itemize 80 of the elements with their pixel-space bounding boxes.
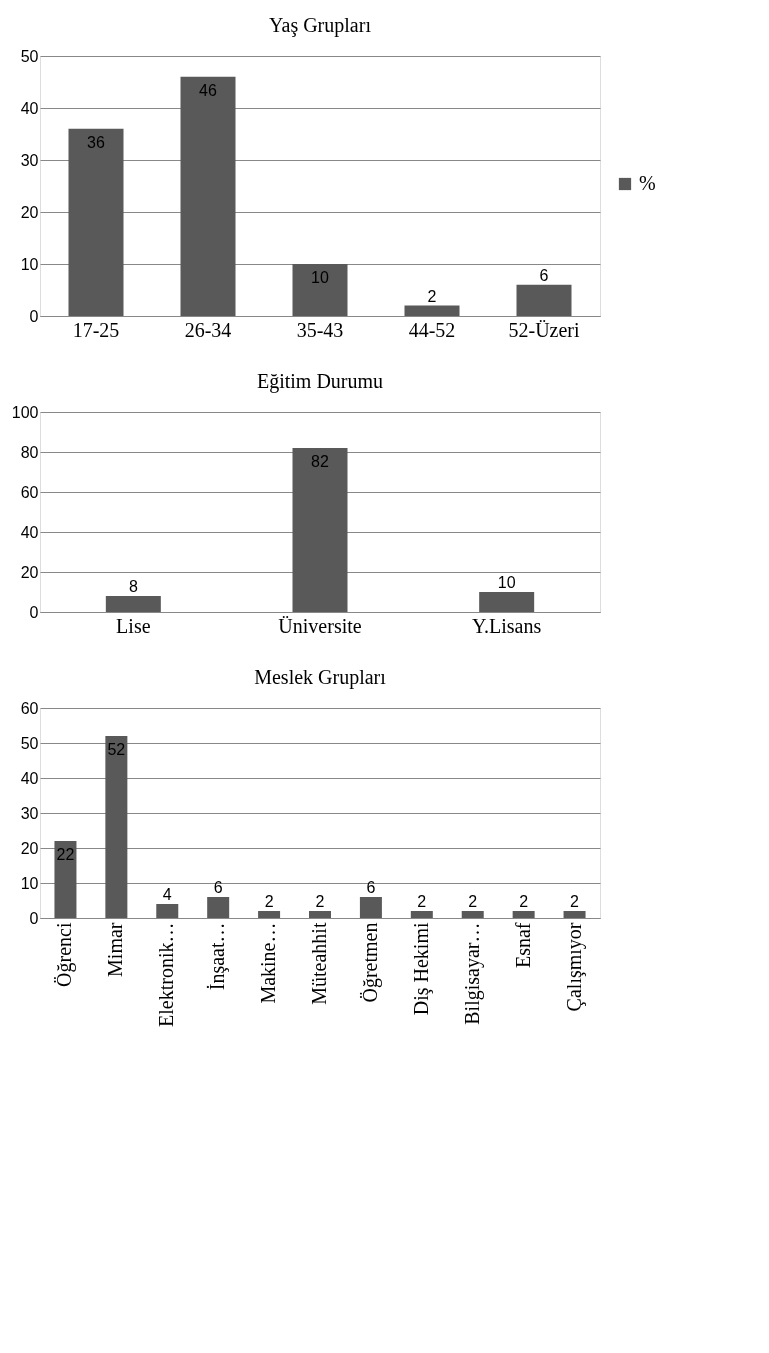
y-tick-label: 60 bbox=[20, 483, 39, 501]
y-tick-label: 80 bbox=[20, 443, 39, 461]
x-tick-label: Lise bbox=[116, 614, 151, 637]
y-tick-label: 40 bbox=[20, 99, 39, 117]
x-tick-label: Esnaf bbox=[511, 922, 534, 969]
bar bbox=[461, 911, 484, 918]
x-tick-label: Makine… bbox=[257, 922, 280, 1004]
y-tick-label: 0 bbox=[29, 603, 39, 621]
data-label: 2 bbox=[417, 893, 427, 910]
y-tick-label: 10 bbox=[20, 874, 39, 892]
y-tick-label: 50 bbox=[20, 47, 39, 65]
bar bbox=[105, 736, 128, 918]
data-label: 2 bbox=[264, 893, 274, 910]
x-tick-label: 44-52 bbox=[408, 318, 456, 341]
bar bbox=[258, 911, 281, 918]
x-tick-label: İnşaat… bbox=[206, 922, 230, 991]
data-label: 6 bbox=[366, 879, 376, 896]
data-label: 8 bbox=[128, 578, 138, 595]
y-tick-label: 20 bbox=[20, 563, 39, 581]
x-tick-label: Bilgisayar… bbox=[460, 922, 484, 1025]
x-tick-label: 17-25 bbox=[72, 318, 120, 341]
bar bbox=[292, 448, 348, 612]
y-tick-label: 40 bbox=[20, 523, 39, 541]
x-tick-label: Y.Lisans bbox=[472, 614, 542, 637]
data-label: 2 bbox=[570, 893, 580, 910]
x-tick-label: Mimar bbox=[104, 922, 127, 977]
data-label: 82 bbox=[311, 453, 329, 470]
y-tick-label: 100 bbox=[11, 403, 39, 421]
x-tick-label: Üniversite bbox=[278, 614, 362, 637]
data-label: 6 bbox=[213, 879, 223, 896]
data-label: 4 bbox=[162, 886, 172, 903]
bar bbox=[359, 897, 382, 918]
x-tick-label: Öğrenci bbox=[53, 922, 77, 987]
legend-label: % bbox=[639, 172, 656, 194]
bar bbox=[479, 592, 535, 612]
data-label: 2 bbox=[315, 893, 325, 910]
bar bbox=[207, 897, 230, 918]
bar bbox=[309, 911, 331, 918]
bar bbox=[516, 284, 572, 316]
x-tick-label: Çalışmıyor bbox=[562, 922, 586, 1012]
y-tick-label: 60 bbox=[20, 699, 39, 717]
data-label: 52 bbox=[107, 741, 126, 758]
bar bbox=[156, 904, 179, 918]
x-tick-label: 52-Üzeri bbox=[508, 318, 580, 341]
bar bbox=[105, 596, 161, 612]
bar bbox=[404, 305, 460, 316]
bar bbox=[410, 911, 433, 918]
data-label: 2 bbox=[468, 893, 478, 910]
x-tick-label: Diş Hekimi bbox=[409, 922, 433, 1016]
data-label: 2 bbox=[427, 287, 437, 305]
x-tick-label: Müteahhit bbox=[308, 922, 330, 1005]
y-tick-label: 10 bbox=[20, 255, 39, 273]
chart-title: Eğitim Durumu bbox=[256, 370, 384, 393]
bar bbox=[54, 841, 77, 918]
x-tick-label: 35-43 bbox=[296, 318, 344, 341]
y-tick-label: 0 bbox=[29, 909, 39, 927]
bar bbox=[180, 76, 236, 316]
y-tick-label: 20 bbox=[20, 839, 39, 857]
x-tick-label: Elektronik… bbox=[155, 922, 178, 1027]
y-tick-label: 50 bbox=[20, 734, 39, 752]
data-label: 6 bbox=[539, 266, 549, 284]
data-label: 10 bbox=[311, 269, 329, 286]
y-tick-label: 30 bbox=[20, 804, 39, 822]
chart-title: Yaş Grupları bbox=[269, 14, 372, 37]
chart-title: Meslek Grupları bbox=[254, 666, 387, 689]
y-tick-label: 30 bbox=[20, 151, 39, 169]
data-label: 22 bbox=[56, 846, 75, 863]
bar bbox=[68, 128, 124, 316]
bar bbox=[563, 911, 586, 918]
bar bbox=[512, 911, 535, 918]
y-tick-label: 20 bbox=[20, 203, 39, 221]
y-tick-label: 0 bbox=[29, 307, 39, 325]
data-label: 46 bbox=[199, 81, 217, 99]
y-tick-label: 40 bbox=[20, 769, 39, 787]
bar bbox=[292, 264, 348, 316]
x-tick-label: Öğretmen bbox=[358, 922, 382, 1003]
data-label: 2 bbox=[519, 893, 529, 910]
x-tick-label: 26-34 bbox=[184, 318, 232, 341]
data-label: 10 bbox=[497, 574, 516, 591]
data-label: 36 bbox=[87, 133, 105, 151]
